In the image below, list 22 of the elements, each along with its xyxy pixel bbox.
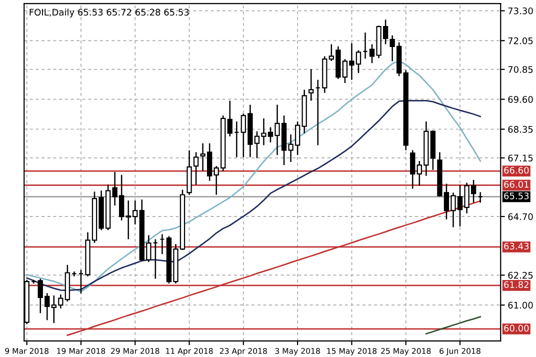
y-tick-label: 72.05: [508, 37, 533, 44]
candlestick: [193, 152, 199, 186]
line-series: [26, 60, 482, 292]
candlestick: [308, 68, 314, 102]
candlestick: [410, 150, 416, 190]
candlestick: [227, 100, 232, 137]
y-tick-label: 61.00: [508, 302, 533, 309]
text: FOIL,Daily 65.53 65.72 65.28 65.53: [30, 8, 189, 18]
ref-line-label: 66.01: [504, 180, 528, 188]
y-tick-label: 64.70: [508, 213, 533, 220]
y-tick-label: 67.15: [508, 154, 533, 162]
y-tick-label: 68.35: [508, 126, 533, 133]
y-tick-label: 62.25: [508, 272, 533, 279]
ref-line-label: 66.60: [504, 166, 529, 174]
line-series: [425, 316, 482, 334]
y-tick-label: 73.30: [508, 7, 533, 14]
ref-line-label: 65.53: [504, 192, 529, 200]
y-tick-label: 70.85: [508, 66, 533, 73]
ref-line-label: 60.00: [504, 324, 529, 332]
ref-line-label: 63.43: [504, 242, 529, 250]
y-tick-label: 69.60: [508, 96, 533, 103]
ref-line-label: 61.82: [504, 281, 528, 288]
